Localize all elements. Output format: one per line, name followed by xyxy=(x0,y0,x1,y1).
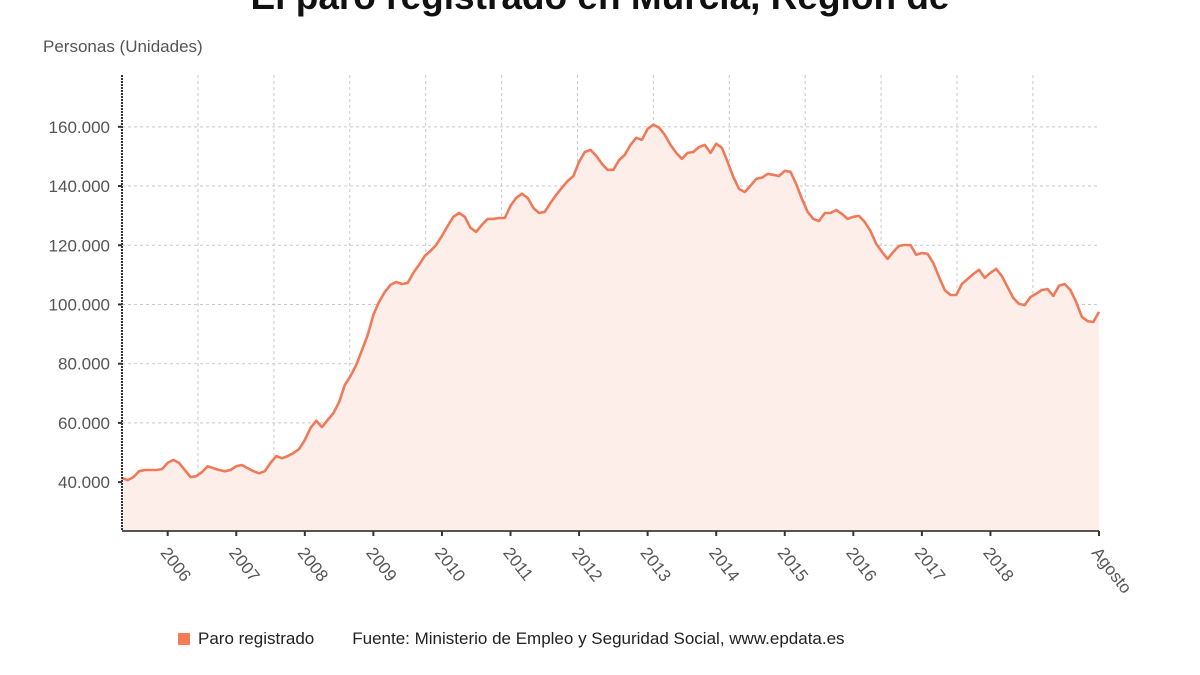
x-tick-label: 2007 xyxy=(225,544,263,586)
x-tick-label: 2006 xyxy=(157,544,195,586)
x-tick-label: 2014 xyxy=(705,544,743,586)
legend-swatch xyxy=(178,633,190,645)
x-tick-label: 2010 xyxy=(431,544,469,586)
x-tick-label: 2018 xyxy=(979,544,1017,586)
x-tick-label: 2013 xyxy=(636,544,674,586)
x-tick-label: Agosto xyxy=(1088,544,1136,597)
legend: Paro registrado Fuente: Ministerio de Em… xyxy=(178,629,845,649)
chart-title: El paro registrado en Murcia, Región de xyxy=(0,0,1200,18)
x-tick-label: 2017 xyxy=(911,544,949,586)
y-tick-label: 140.000 xyxy=(49,177,110,196)
x-tick-label: 2016 xyxy=(842,544,880,586)
x-tick-label: 2011 xyxy=(499,544,536,585)
x-tick-label: 2012 xyxy=(568,544,606,586)
y-tick-label: 80.000 xyxy=(58,355,110,374)
y-axis-label: Personas (Unidades) xyxy=(43,37,203,56)
y-tick-label: 100.000 xyxy=(49,295,110,314)
y-tick-label: 120.000 xyxy=(49,236,110,255)
y-tick-label: 40.000 xyxy=(58,473,110,492)
y-tick-label: 160.000 xyxy=(49,118,110,137)
series-area xyxy=(122,124,1099,531)
x-tick-label: 2009 xyxy=(362,544,400,586)
source-note: Fuente: Ministerio de Empleo y Seguridad… xyxy=(352,629,845,648)
series-line xyxy=(121,123,1101,482)
x-tick-label: 2008 xyxy=(294,544,332,586)
y-tick-label: 60.000 xyxy=(58,414,110,433)
legend-label: Paro registrado xyxy=(198,629,315,648)
x-tick-label: 2015 xyxy=(774,544,812,586)
